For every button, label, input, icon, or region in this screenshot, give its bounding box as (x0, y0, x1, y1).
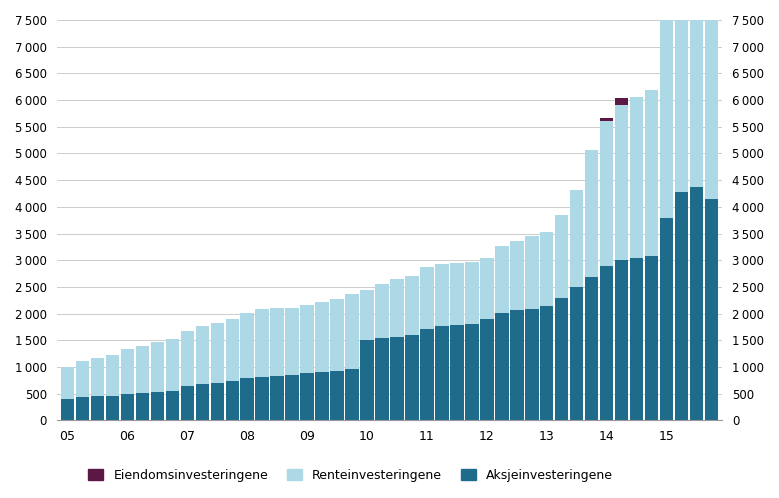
Bar (270, 375, 284, 420)
Bar (285, 374, 298, 420)
Bar (421, 329, 434, 420)
Bar (510, 310, 523, 420)
Bar (630, 98, 643, 257)
Bar (375, 338, 389, 420)
Bar (690, 187, 703, 420)
Bar (315, 373, 329, 420)
Bar (690, 0, 703, 187)
Bar (495, 246, 509, 313)
Bar (150, 343, 164, 391)
Bar (121, 350, 134, 394)
Bar (601, 118, 613, 122)
Bar (675, 0, 689, 192)
Bar (301, 374, 314, 420)
Bar (361, 290, 374, 340)
Bar (705, 0, 718, 199)
Bar (435, 264, 449, 327)
Bar (601, 122, 613, 265)
Bar (661, 218, 673, 420)
Bar (166, 390, 178, 420)
Bar (510, 241, 523, 310)
Bar (405, 335, 418, 420)
Bar (285, 308, 298, 374)
Bar (241, 313, 254, 377)
Bar (661, 4, 673, 218)
Bar (225, 319, 238, 381)
Bar (345, 294, 358, 369)
Bar (76, 397, 89, 420)
Bar (615, 106, 629, 260)
Bar (705, 199, 718, 420)
Bar (225, 381, 238, 420)
Bar (465, 324, 478, 420)
Bar (61, 399, 74, 420)
Bar (136, 393, 149, 420)
Bar (465, 262, 478, 324)
Bar (585, 150, 598, 277)
Bar (196, 327, 209, 384)
Bar (495, 313, 509, 420)
Bar (76, 361, 89, 397)
Bar (375, 284, 389, 338)
Bar (166, 339, 178, 390)
Legend: Eiendomsinvesteringene, Renteinvesteringene, Aksjeinvesteringene: Eiendomsinvesteringene, Renteinvestering… (83, 464, 618, 487)
Bar (210, 383, 224, 420)
Bar (525, 309, 538, 420)
Bar (541, 233, 554, 306)
Bar (450, 263, 464, 325)
Bar (615, 99, 629, 106)
Bar (330, 371, 344, 420)
Bar (555, 298, 569, 420)
Bar (390, 279, 404, 337)
Bar (181, 331, 194, 386)
Bar (106, 355, 118, 396)
Bar (570, 287, 583, 420)
Bar (90, 358, 104, 396)
Bar (61, 367, 74, 399)
Bar (421, 267, 434, 329)
Bar (645, 91, 658, 256)
Bar (645, 256, 658, 420)
Bar (361, 340, 374, 420)
Bar (390, 337, 404, 420)
Bar (615, 260, 629, 420)
Bar (555, 215, 569, 298)
Bar (570, 190, 583, 287)
Bar (541, 306, 554, 420)
Bar (405, 276, 418, 335)
Bar (150, 391, 164, 420)
Bar (270, 308, 284, 375)
Bar (585, 277, 598, 420)
Bar (601, 265, 613, 420)
Bar (630, 257, 643, 420)
Bar (450, 325, 464, 420)
Bar (481, 257, 494, 319)
Bar (181, 386, 194, 420)
Bar (675, 192, 689, 420)
Bar (330, 299, 344, 371)
Bar (481, 319, 494, 420)
Bar (315, 302, 329, 373)
Bar (301, 305, 314, 374)
Bar (196, 384, 209, 420)
Bar (121, 394, 134, 420)
Bar (256, 309, 269, 376)
Bar (90, 396, 104, 420)
Bar (435, 327, 449, 420)
Bar (525, 236, 538, 309)
Bar (256, 376, 269, 420)
Bar (241, 377, 254, 420)
Bar (345, 369, 358, 420)
Bar (210, 323, 224, 383)
Bar (136, 346, 149, 393)
Bar (106, 396, 118, 420)
